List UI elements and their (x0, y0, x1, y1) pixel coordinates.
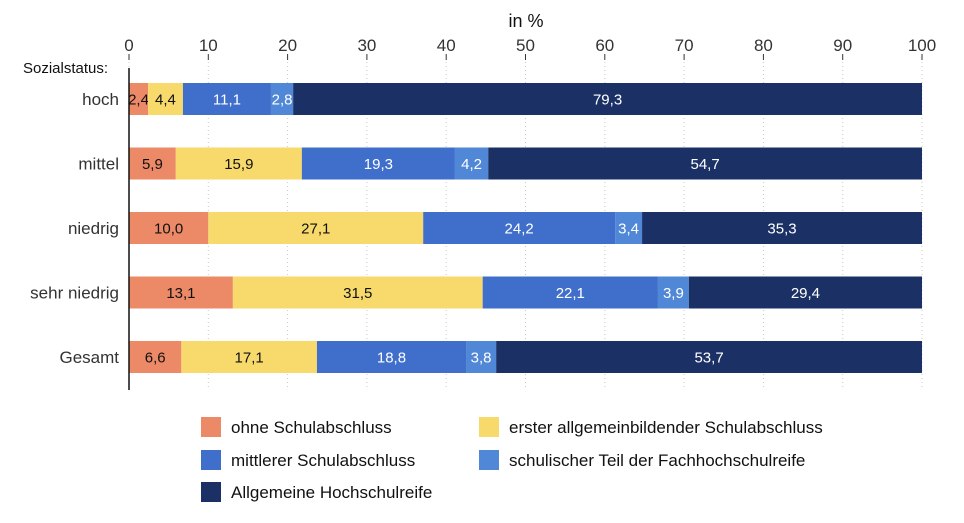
bar-segment (232, 276, 483, 309)
bar-segment (466, 341, 497, 373)
legend-swatch (201, 450, 221, 470)
x-tick-label: 100 (908, 36, 936, 55)
data-label: 18,8 (377, 350, 406, 367)
category-label: Gesamt (59, 348, 119, 367)
x-tick-label: 70 (675, 36, 694, 55)
category-label: sehr niedrig (30, 284, 119, 303)
bar-segment (182, 83, 271, 115)
x-tick-label: 30 (357, 36, 376, 55)
data-label: 2,4 (128, 92, 149, 109)
bar-segment (454, 147, 489, 180)
bar-segment (301, 147, 455, 180)
data-label: 15,9 (224, 156, 253, 173)
bar-segment (129, 276, 233, 309)
legend-label: erster allgemeinbildender Schulabschluss (509, 418, 823, 437)
legend-swatch (479, 417, 499, 437)
data-label: 19,3 (364, 156, 393, 173)
bar-segment (129, 83, 149, 115)
data-label: 2,8 (272, 92, 293, 109)
bar-segment (293, 83, 922, 115)
bar-segment (496, 341, 922, 373)
data-label: 3,4 (618, 221, 639, 238)
data-label: 27,1 (301, 221, 330, 238)
bar-segment (129, 147, 176, 180)
data-label: 3,8 (471, 350, 492, 367)
legend-label: Allgemeine Hochschulreife (231, 483, 432, 502)
bar-segment (129, 212, 209, 244)
bar-segment (657, 276, 689, 309)
x-tick-label: 40 (437, 36, 456, 55)
legend: ohne Schulabschluss erster allgemeinbilde… (201, 417, 823, 502)
data-label: 5,9 (142, 156, 163, 173)
category-label: hoch (82, 90, 119, 109)
legend-label: ohne Schulabschluss (231, 418, 392, 437)
bars: hoch 2,4 4,4 11,1 2,8 79,3 mittel 5,9 15,9 19,3 4,… (30, 83, 922, 373)
data-label: 13,1 (166, 285, 195, 302)
data-label: 4,2 (461, 156, 482, 173)
legend-label: schulischer Teil der Fachhochschulreife (509, 451, 805, 470)
legend-label: mittlerer Schulabschluss (231, 451, 415, 470)
legend-swatch (201, 417, 221, 437)
data-label: 24,2 (505, 221, 534, 238)
bar-segment (482, 276, 658, 309)
x-tick-label: 20 (278, 36, 297, 55)
data-label: 54,7 (691, 156, 720, 173)
bar-segment (642, 212, 922, 244)
x-tick-label: 80 (754, 36, 773, 55)
x-axis-title: in % (508, 11, 543, 31)
bar-segment (270, 83, 294, 115)
x-tick-label: 90 (833, 36, 852, 55)
x-tick-label: 10 (199, 36, 218, 55)
data-label: 35,3 (767, 221, 796, 238)
bar-segment (148, 83, 183, 115)
bar-segment (316, 341, 467, 373)
legend-swatch (201, 482, 221, 502)
legend-swatch (479, 450, 499, 470)
data-label: 17,1 (235, 350, 264, 367)
data-label: 10,0 (154, 221, 183, 238)
bar-segment (181, 341, 317, 373)
bar-segment (615, 212, 643, 244)
category-label: niedrig (68, 219, 119, 238)
data-label: 3,9 (663, 285, 684, 302)
category-label: mittel (78, 155, 119, 174)
bar-segment (423, 212, 616, 244)
data-label: 29,4 (791, 285, 820, 302)
data-label: 53,7 (694, 350, 723, 367)
data-label: 6,6 (145, 350, 166, 367)
data-label: 22,1 (556, 285, 585, 302)
x-tick-label: 50 (516, 36, 535, 55)
x-tick-label: 60 (595, 36, 614, 55)
data-label: 4,4 (155, 92, 176, 109)
bar-segment (488, 147, 922, 180)
x-axis-ticks: 0 10 20 30 40 50 60 70 80 90 100 (124, 36, 936, 60)
bar-segment (129, 341, 182, 373)
data-label: 11,1 (213, 92, 241, 109)
bar-segment (175, 147, 302, 180)
y-group-title: Sozialstatus: (23, 60, 108, 77)
bar-segment (688, 276, 922, 309)
data-label: 31,5 (343, 285, 372, 302)
bar-segment (208, 212, 424, 244)
x-tick-label: 0 (124, 36, 133, 55)
data-label: 79,3 (593, 92, 622, 109)
